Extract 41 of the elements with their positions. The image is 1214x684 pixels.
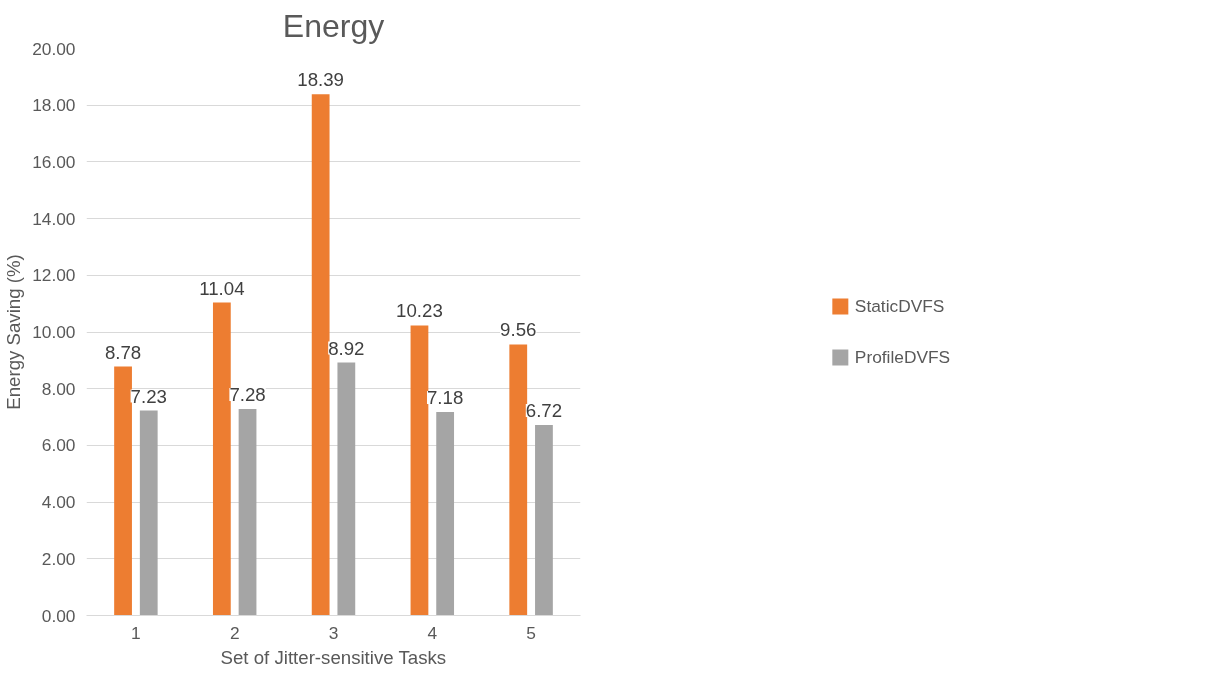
y-tick-label: 16.00 bbox=[32, 151, 76, 172]
y-tick-label: 8.00 bbox=[41, 378, 76, 399]
x-tick-label: 4 bbox=[427, 622, 438, 643]
bar bbox=[212, 302, 231, 616]
x-tick-label: 1 bbox=[131, 622, 141, 643]
bar bbox=[337, 362, 356, 616]
y-tick-label: 4.00 bbox=[41, 492, 76, 513]
y-axis-title: Energy Saving (%) bbox=[3, 254, 25, 410]
bar bbox=[114, 366, 132, 616]
data-label: 7.23 bbox=[130, 385, 167, 407]
bar bbox=[410, 325, 429, 616]
y-tick-label: 2.00 bbox=[41, 548, 76, 569]
data-label: 8.78 bbox=[104, 341, 142, 363]
y-tick-label: 6.00 bbox=[41, 435, 76, 456]
data-label: 10.23 bbox=[396, 300, 443, 322]
data-label: 7.18 bbox=[426, 386, 464, 408]
x-tick-label: 2 bbox=[229, 622, 240, 643]
y-tick-label: 14.00 bbox=[32, 208, 76, 229]
legend-label: StaticDVFS bbox=[854, 295, 945, 317]
bar bbox=[311, 94, 330, 616]
bar bbox=[139, 410, 158, 616]
data-label: 9.56 bbox=[500, 319, 537, 341]
bar bbox=[436, 411, 455, 616]
y-tick-label: 12.00 bbox=[32, 265, 76, 286]
bar bbox=[509, 344, 528, 616]
y-tick-label: 18.00 bbox=[32, 95, 76, 116]
y-tick-label: 0.00 bbox=[41, 605, 76, 626]
legend-label: ProfileDVFS bbox=[854, 346, 951, 368]
data-label: 8.92 bbox=[328, 337, 365, 359]
data-label: 11.04 bbox=[199, 277, 245, 299]
data-label: 6.72 bbox=[525, 399, 563, 421]
data-label: 18.39 bbox=[297, 69, 344, 91]
x-tick-label: 5 bbox=[526, 622, 536, 643]
x-axis-title: Set of Jitter-sensitive Tasks bbox=[220, 646, 447, 668]
x-tick-label: 3 bbox=[328, 622, 339, 643]
y-tick-label: 20.00 bbox=[32, 38, 76, 59]
chart-title: Energy bbox=[282, 7, 385, 44]
data-label: 7.28 bbox=[229, 384, 266, 406]
bar bbox=[238, 409, 257, 616]
y-tick-label: 10.00 bbox=[32, 322, 76, 342]
bar bbox=[535, 424, 553, 616]
